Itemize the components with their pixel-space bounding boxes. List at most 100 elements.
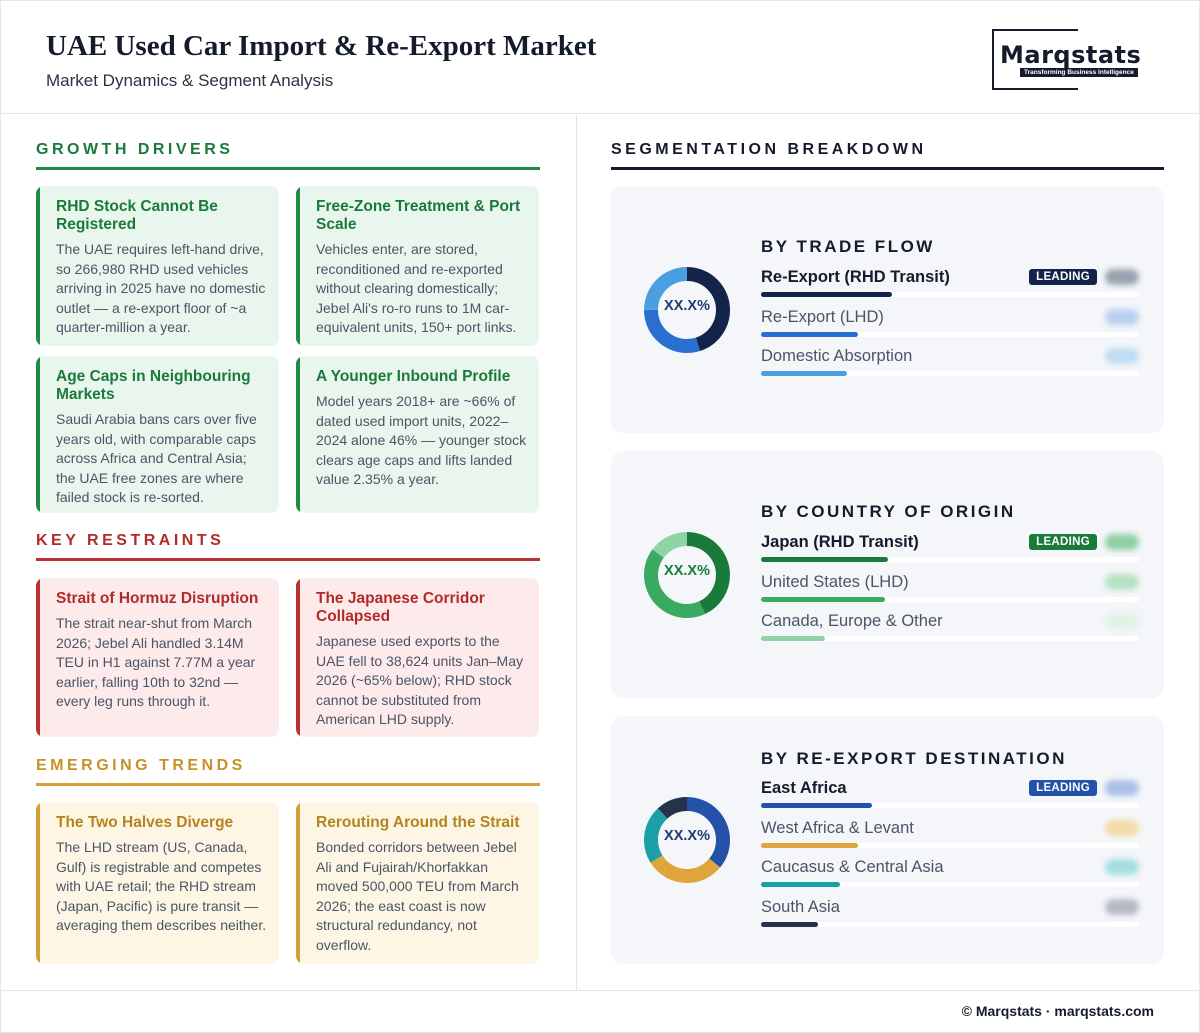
- segment-bar-track: [761, 597, 1139, 602]
- card-title: The Two Halves Diverge: [56, 814, 234, 831]
- segment-bar-track: [761, 557, 1139, 562]
- card-body: Japanese used exports to the UAE fell to…: [316, 633, 524, 727]
- segment-value-redacted: [1105, 899, 1139, 915]
- card-title: Strait of Hormuz Disruption: [56, 590, 259, 607]
- segment-value-redacted: [1105, 613, 1139, 629]
- restraint-card: The Japanese Corridor Collapsed Japanese…: [296, 578, 539, 737]
- donut-center-label: XX.X%: [664, 828, 710, 844]
- segment-bar-fill: [761, 597, 885, 602]
- driver-card: Age Caps in Neighbouring Markets Saudi A…: [36, 356, 279, 513]
- segment-value-redacted: [1105, 859, 1139, 875]
- donut-slice: [644, 267, 730, 353]
- segment-bar-track: [761, 922, 1139, 927]
- logo-tagline: Transforming Business Intelligence: [1020, 68, 1138, 77]
- footer-copyright: © Marqstats · marqstats.com: [961, 1003, 1154, 1019]
- driver-card: A Younger Inbound Profile Model years 20…: [296, 356, 539, 513]
- donut-center-label: XX.X%: [664, 563, 710, 579]
- segment-panel-re-export-destination: XX.X% BY RE-EXPORT DESTINATION East Afri…: [611, 716, 1164, 964]
- donut-slice: [644, 532, 730, 618]
- donut-chart: [644, 532, 730, 618]
- segment-name: Japan (RHD Transit): [761, 533, 919, 551]
- donut-chart: [644, 267, 730, 353]
- growth-drivers-rule: [36, 167, 540, 170]
- segment-name: Caucasus & Central Asia: [761, 858, 944, 876]
- donut-slice: [644, 797, 730, 883]
- leading-badge: LEADING: [1029, 780, 1097, 796]
- segment-value-redacted: [1105, 820, 1139, 836]
- segment-name: Re-Export (LHD): [761, 308, 884, 326]
- driver-card: Free-Zone Treatment & Port Scale Vehicle…: [296, 186, 539, 346]
- segment-name: Domestic Absorption: [761, 347, 913, 365]
- growth-drivers-heading: GROWTH DRIVERS: [36, 141, 234, 158]
- trend-card: Rerouting Around the Strait Bonded corri…: [296, 802, 539, 964]
- segment-bar-track: [761, 636, 1139, 641]
- leading-badge: LEADING: [1029, 534, 1097, 550]
- segment-row: Re-Export (RHD Transit) LEADING: [761, 268, 1139, 304]
- card-body: Vehicles enter, are stored, reconditione…: [316, 241, 517, 335]
- segment-bar-fill: [761, 332, 858, 337]
- segment-panel-country-of-origin: XX.X% BY COUNTRY OF ORIGIN Japan (RHD Tr…: [611, 451, 1164, 698]
- segment-bar-track: [761, 843, 1139, 848]
- header: UAE Used Car Import & Re-Export Market M…: [0, 0, 1200, 114]
- segment-row: Re-Export (LHD): [761, 308, 1139, 344]
- segment-bar-fill: [761, 371, 847, 376]
- page-subtitle: Market Dynamics & Segment Analysis: [46, 71, 334, 90]
- segment-row: East Africa LEADING: [761, 779, 1139, 815]
- card-title: Free-Zone Treatment & Port Scale: [316, 198, 521, 233]
- card-body: The strait near-shut from March 2026; Je…: [56, 615, 256, 709]
- card-body: Bonded corridors between Jebel Ali and F…: [316, 839, 519, 953]
- segment-bar-fill: [761, 882, 840, 887]
- segment-value-redacted: [1105, 780, 1139, 796]
- column-divider: [576, 115, 577, 990]
- segment-row: Caucasus & Central Asia: [761, 858, 1139, 894]
- restraint-card: Strait of Hormuz Disruption The strait n…: [36, 578, 279, 737]
- segment-name: Canada, Europe & Other: [761, 612, 943, 630]
- segment-value-redacted: [1105, 269, 1139, 285]
- driver-card: RHD Stock Cannot Be Registered The UAE r…: [36, 186, 279, 346]
- logo-wordmark: Marqstats: [1000, 41, 1142, 69]
- segment-row: West Africa & Levant: [761, 819, 1139, 855]
- segment-bar-track: [761, 371, 1139, 376]
- segment-bar-fill: [761, 803, 872, 808]
- card-body: Model years 2018+ are ~66% of dated used…: [316, 393, 527, 487]
- panel-heading: BY COUNTRY OF ORIGIN: [761, 502, 1016, 521]
- segment-row: Japan (RHD Transit) LEADING: [761, 533, 1139, 569]
- segment-bar-fill: [761, 636, 825, 641]
- segmentation-heading: SEGMENTATION BREAKDOWN: [611, 141, 927, 158]
- donut-slice: [644, 797, 730, 883]
- key-restraints-heading: KEY RESTRAINTS: [36, 532, 225, 549]
- card-title: Rerouting Around the Strait: [316, 814, 520, 831]
- card-title: Age Caps in Neighbouring Markets: [56, 368, 251, 403]
- segment-row: South Asia: [761, 898, 1139, 934]
- segment-name: East Africa: [761, 779, 847, 797]
- segmentation-rule: [611, 167, 1164, 170]
- emerging-trends-heading: EMERGING TRENDS: [36, 757, 246, 774]
- segment-name: United States (LHD): [761, 573, 909, 591]
- segment-row: Canada, Europe & Other: [761, 612, 1139, 648]
- page-title: UAE Used Car Import & Re-Export Market: [46, 30, 597, 62]
- card-body: The LHD stream (US, Canada, Gulf) is reg…: [56, 839, 267, 933]
- donut-chart: [644, 797, 730, 883]
- card-title: The Japanese Corridor Collapsed: [316, 590, 485, 625]
- card-title: RHD Stock Cannot Be Registered: [56, 198, 218, 233]
- card-body: Saudi Arabia bans cars over five years o…: [56, 411, 257, 505]
- segment-bar-fill: [761, 843, 858, 848]
- donut-slice: [644, 267, 730, 353]
- key-restraints-rule: [36, 558, 540, 561]
- segment-value-redacted: [1105, 534, 1139, 550]
- segment-panel-trade-flow: XX.X% BY TRADE FLOW Re-Export (RHD Trans…: [611, 186, 1164, 433]
- segment-name: Re-Export (RHD Transit): [761, 268, 950, 286]
- card-body: The UAE requires left-hand drive, so 266…: [56, 241, 266, 335]
- segment-bar-track: [761, 882, 1139, 887]
- logo-frame: [992, 29, 1078, 90]
- segment-bar-fill: [761, 557, 888, 562]
- segment-row: Domestic Absorption: [761, 347, 1139, 383]
- segment-value-redacted: [1105, 309, 1139, 325]
- segment-bar-fill: [761, 292, 892, 297]
- segment-bar-track: [761, 292, 1139, 297]
- segment-value-redacted: [1105, 348, 1139, 364]
- donut-center-label: XX.X%: [664, 298, 710, 314]
- segment-value-redacted: [1105, 574, 1139, 590]
- leading-badge: LEADING: [1029, 269, 1097, 285]
- segment-bar-fill: [761, 922, 818, 927]
